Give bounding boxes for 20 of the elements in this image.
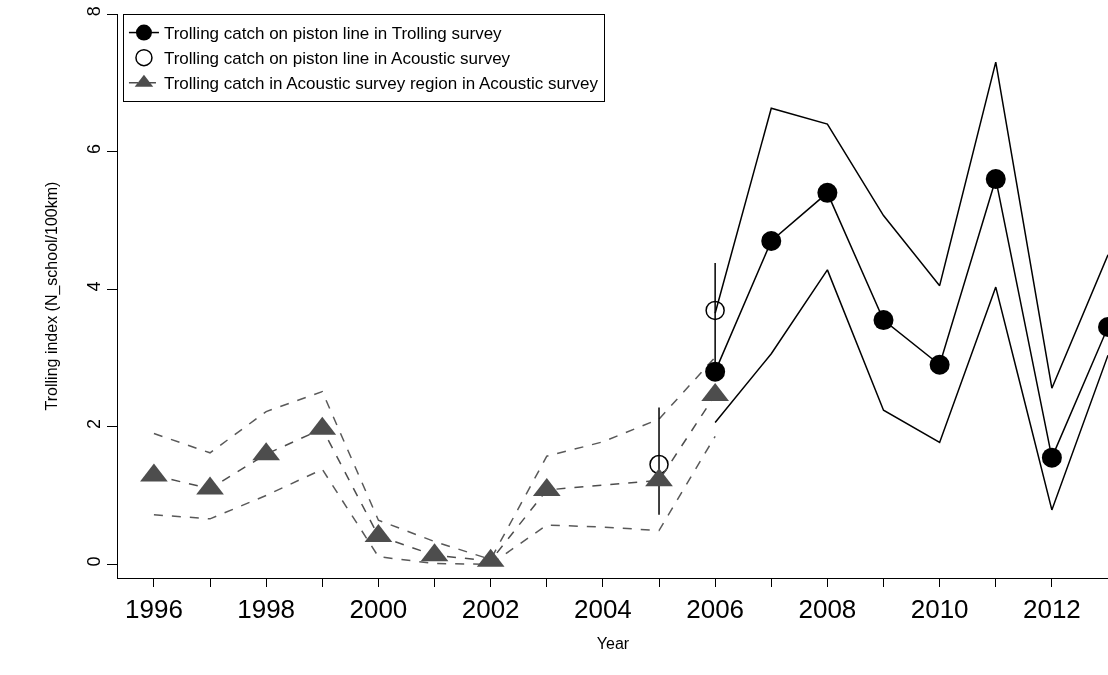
y-tick-label: 4 bbox=[83, 281, 104, 292]
y-tick-label: 0 bbox=[83, 556, 104, 567]
x-tick-label: 2010 bbox=[910, 594, 969, 625]
x-tick-label: 2008 bbox=[798, 594, 857, 625]
x-tick-label: 2012 bbox=[1022, 594, 1081, 625]
line-series bbox=[714, 269, 1108, 511]
x-tick-label: 2006 bbox=[686, 594, 745, 625]
x-tick-label: 2002 bbox=[461, 594, 520, 625]
x-tick-label: 2000 bbox=[349, 594, 408, 625]
y-tick-label: 6 bbox=[83, 143, 104, 154]
x-tick-label: 1996 bbox=[125, 594, 183, 625]
x-axis-title: Year bbox=[596, 634, 630, 652]
legend-label: Trolling catch on piston line in Trolling survey bbox=[163, 24, 503, 44]
y-tick-label: 8 bbox=[83, 6, 104, 17]
x-tick-label: 2004 bbox=[573, 594, 632, 625]
x-tick-label: 1998 bbox=[237, 594, 296, 625]
legend-label: Trolling catch in Acoustic survey region in Acoustic survey bbox=[163, 74, 599, 94]
legend-label: Trolling catch on piston line in Acoustic survey bbox=[163, 49, 511, 69]
y-tick-label: 2 bbox=[83, 418, 104, 429]
y-axis-title: Trolling index (N_school/100km) bbox=[42, 181, 61, 411]
